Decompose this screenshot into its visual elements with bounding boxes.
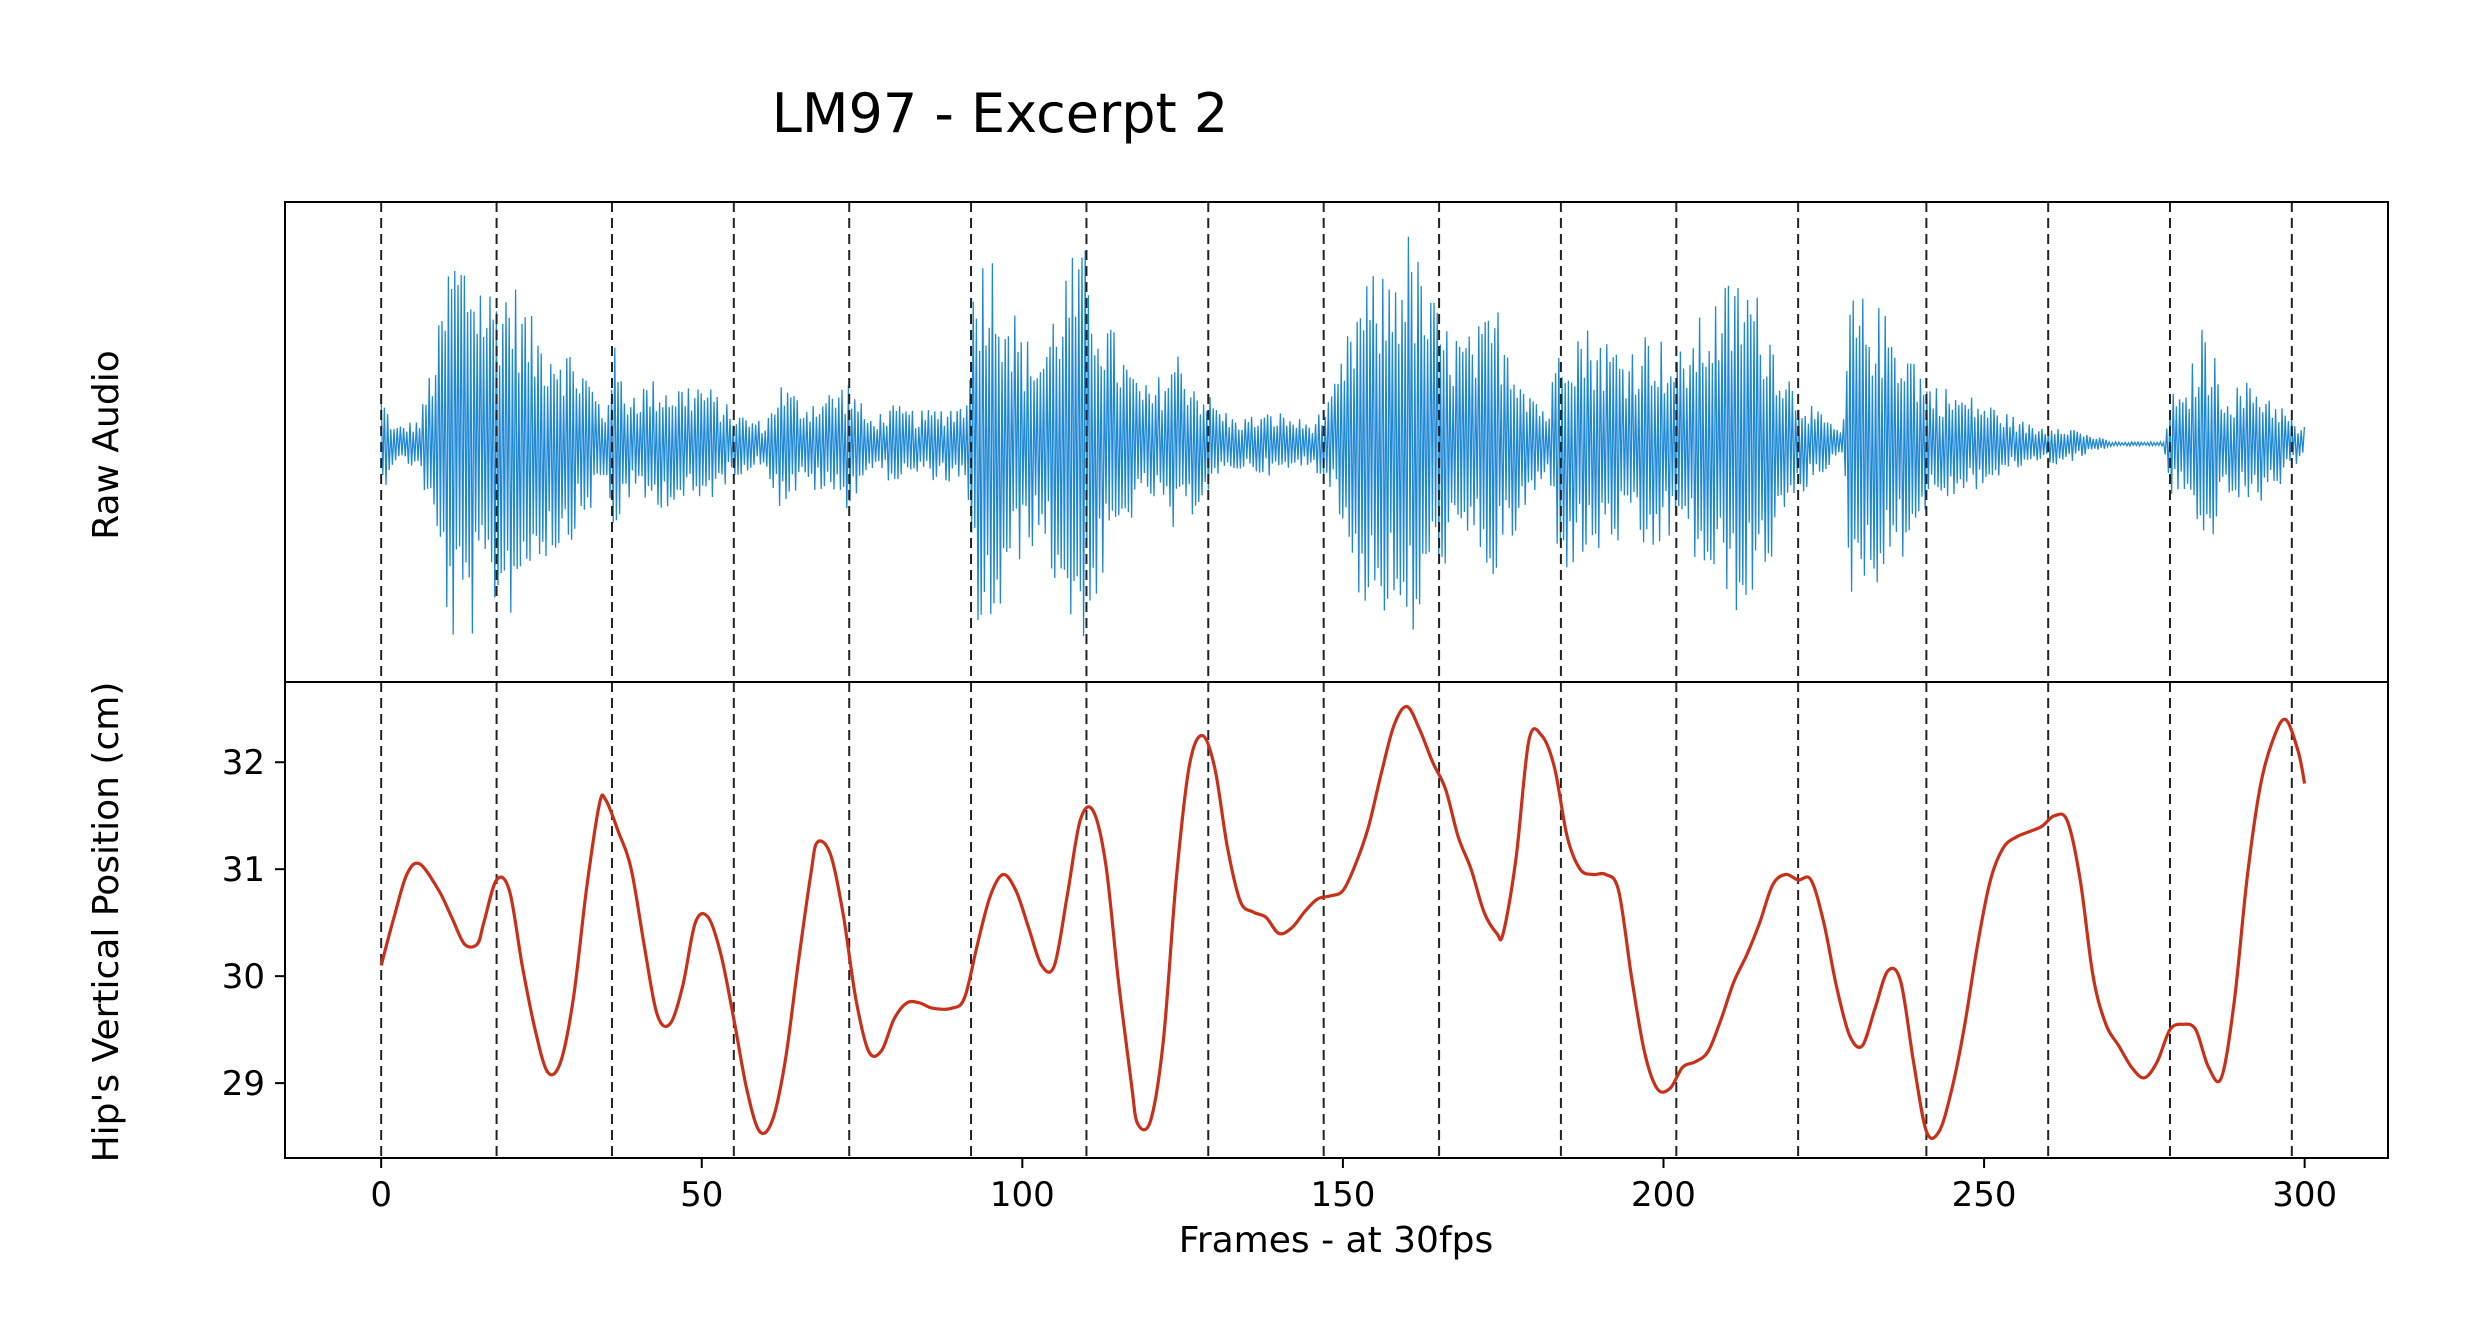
hip-position-line [379, 704, 2307, 1140]
x-tick-label: 50 [680, 1175, 723, 1215]
x-tick-label: 150 [1310, 1175, 1375, 1215]
hip-position-ylabel: Hip's Vertical Position (cm) [86, 682, 127, 1163]
y-tick-label: 32 [222, 743, 265, 783]
beat-markers-top [380, 202, 2293, 682]
x-tick-label: 0 [370, 1175, 392, 1215]
x-tick-label: 300 [2272, 1175, 2337, 1215]
x-axis-ticks: 0 50 100 150 200 250 300 [370, 1158, 2337, 1215]
hip-position-axes-frame [284, 681, 2389, 1159]
y-axis-ticks: 29 30 31 32 [222, 743, 285, 1104]
x-tick-label: 100 [990, 1175, 1055, 1215]
raw-audio-panel: Raw Audio [86, 201, 2389, 683]
x-axis-label: Frames - at 30fps [1179, 1220, 1494, 1261]
raw-audio-ylabel: Raw Audio [86, 350, 127, 540]
y-tick-label: 29 [222, 1064, 265, 1104]
x-tick-label: 200 [1631, 1175, 1696, 1215]
y-tick-label: 31 [222, 850, 265, 890]
hip-position-panel: 0 50 100 150 200 250 300 29 30 31 32 Frames - at … [86, 681, 2389, 1261]
x-tick-label: 250 [1952, 1175, 2017, 1215]
raw-audio-waveform [380, 236, 2306, 637]
y-tick-label: 30 [222, 957, 265, 997]
beat-markers-bottom [380, 682, 2293, 1158]
chart-title: LM97 - Excerpt 2 [772, 82, 1228, 145]
